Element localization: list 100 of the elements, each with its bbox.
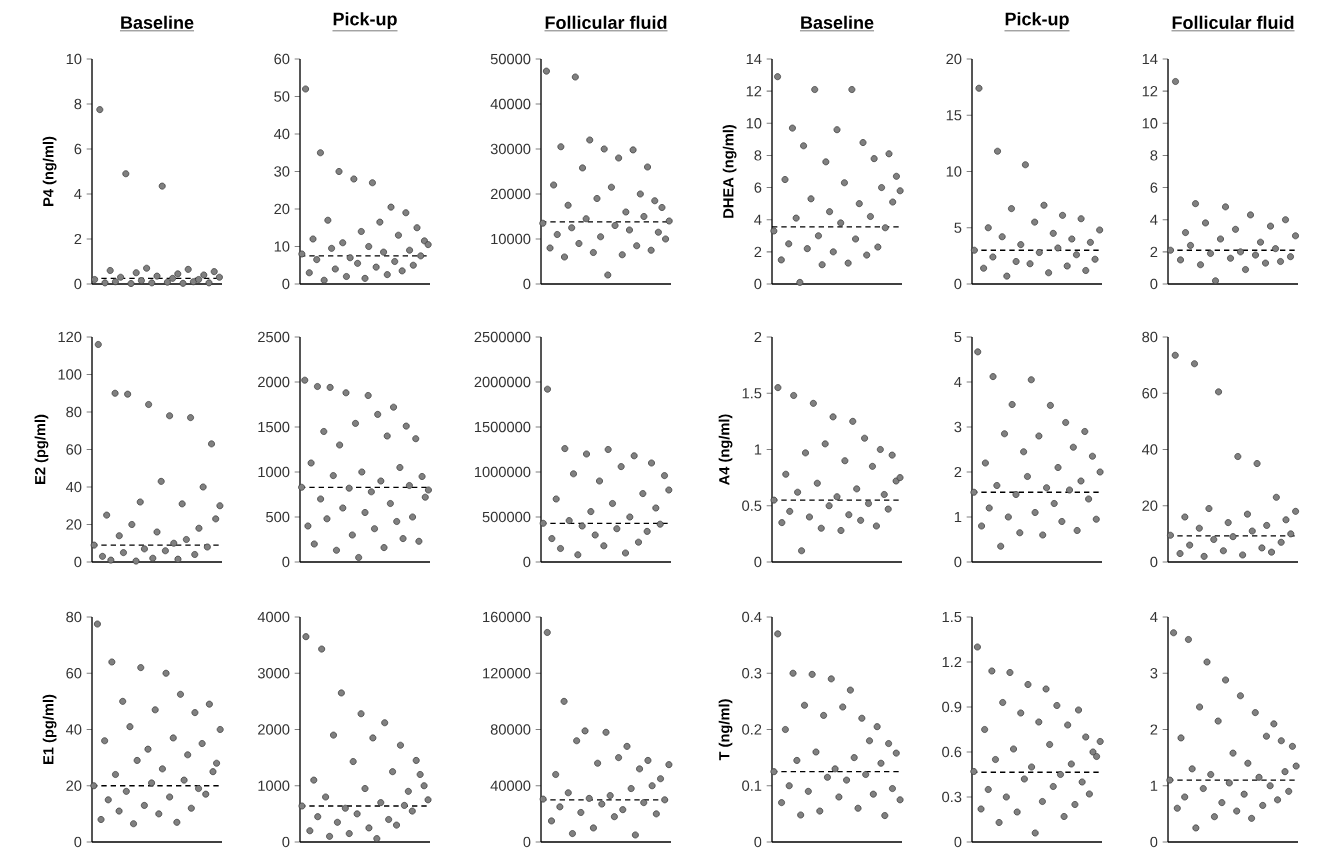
point	[855, 200, 863, 208]
point	[107, 556, 115, 564]
point	[309, 235, 317, 243]
point	[543, 629, 551, 636]
point	[866, 737, 873, 745]
point	[1002, 793, 1010, 801]
point	[548, 535, 556, 543]
point	[1049, 783, 1057, 790]
point	[200, 271, 208, 279]
point	[298, 483, 306, 491]
point	[992, 756, 999, 763]
point	[1170, 629, 1178, 637]
point	[398, 267, 406, 275]
point	[770, 227, 778, 235]
point	[1248, 527, 1256, 535]
point	[415, 537, 423, 545]
point	[161, 547, 169, 555]
point	[202, 790, 210, 798]
point	[1248, 814, 1256, 822]
point	[153, 528, 161, 536]
point	[320, 276, 328, 284]
y-tick-label: 100	[58, 369, 82, 380]
point	[801, 701, 808, 709]
point	[412, 756, 420, 764]
point	[623, 742, 631, 750]
point	[557, 545, 564, 552]
point	[1026, 260, 1034, 268]
point	[212, 515, 220, 523]
point	[1239, 551, 1247, 559]
y-tick-label: 60	[66, 668, 82, 679]
point	[346, 254, 354, 262]
point	[408, 807, 416, 815]
point	[774, 384, 782, 392]
point	[970, 488, 978, 496]
point	[665, 217, 673, 225]
point	[348, 531, 356, 539]
point	[647, 246, 655, 254]
point	[1077, 477, 1085, 485]
y-tick-label: 1000	[258, 466, 290, 478]
point	[187, 414, 195, 422]
y-tick-label: 2	[754, 331, 762, 343]
point	[361, 785, 369, 793]
point	[553, 231, 561, 238]
point	[609, 500, 616, 507]
point	[866, 213, 874, 220]
point	[302, 633, 310, 641]
point	[1218, 799, 1226, 807]
point	[368, 179, 376, 187]
point	[353, 810, 361, 818]
point	[852, 235, 860, 243]
point	[177, 690, 184, 698]
point	[215, 273, 223, 281]
point	[885, 150, 893, 158]
y-tick-label: 4	[74, 188, 82, 200]
point	[1243, 510, 1251, 518]
point	[1062, 419, 1070, 426]
point	[342, 389, 350, 397]
y-tick-label: 20	[274, 203, 290, 215]
point	[790, 392, 798, 399]
point	[878, 184, 886, 192]
point	[610, 813, 618, 821]
y-tick-label: 80000	[490, 724, 531, 735]
point	[1073, 251, 1080, 259]
y-tick-label: 1	[1150, 780, 1158, 791]
point	[1187, 241, 1194, 249]
y-tick-label: 10	[66, 53, 82, 65]
point	[180, 776, 188, 784]
point	[1010, 745, 1017, 753]
point	[802, 449, 809, 457]
point	[391, 258, 399, 265]
point	[627, 785, 635, 793]
point	[577, 809, 585, 816]
y-tick-label: 0	[754, 278, 762, 290]
y-tick-label: 0.3	[742, 668, 762, 679]
point	[1054, 464, 1062, 471]
point	[1035, 249, 1043, 256]
point	[648, 459, 655, 467]
point	[1008, 401, 1016, 408]
point	[981, 726, 989, 733]
point	[1069, 443, 1077, 451]
y-tick-label: 2500	[258, 331, 290, 343]
point	[859, 139, 867, 147]
point	[372, 263, 380, 271]
point	[564, 201, 572, 209]
point	[153, 272, 161, 280]
y-tick-label: 20	[946, 53, 962, 65]
y-tick-label: 0.1	[742, 780, 762, 791]
point	[1242, 266, 1249, 273]
point	[796, 278, 804, 286]
point	[162, 669, 170, 677]
point	[885, 740, 893, 748]
y-tick-label: 1000000	[474, 466, 531, 478]
point	[561, 445, 569, 453]
point	[99, 552, 106, 560]
point	[1166, 776, 1174, 784]
point	[399, 535, 407, 543]
y-tick-label: 0	[954, 278, 962, 290]
point	[178, 500, 186, 508]
chart-title: Pick-up	[333, 12, 397, 29]
point	[781, 726, 789, 733]
